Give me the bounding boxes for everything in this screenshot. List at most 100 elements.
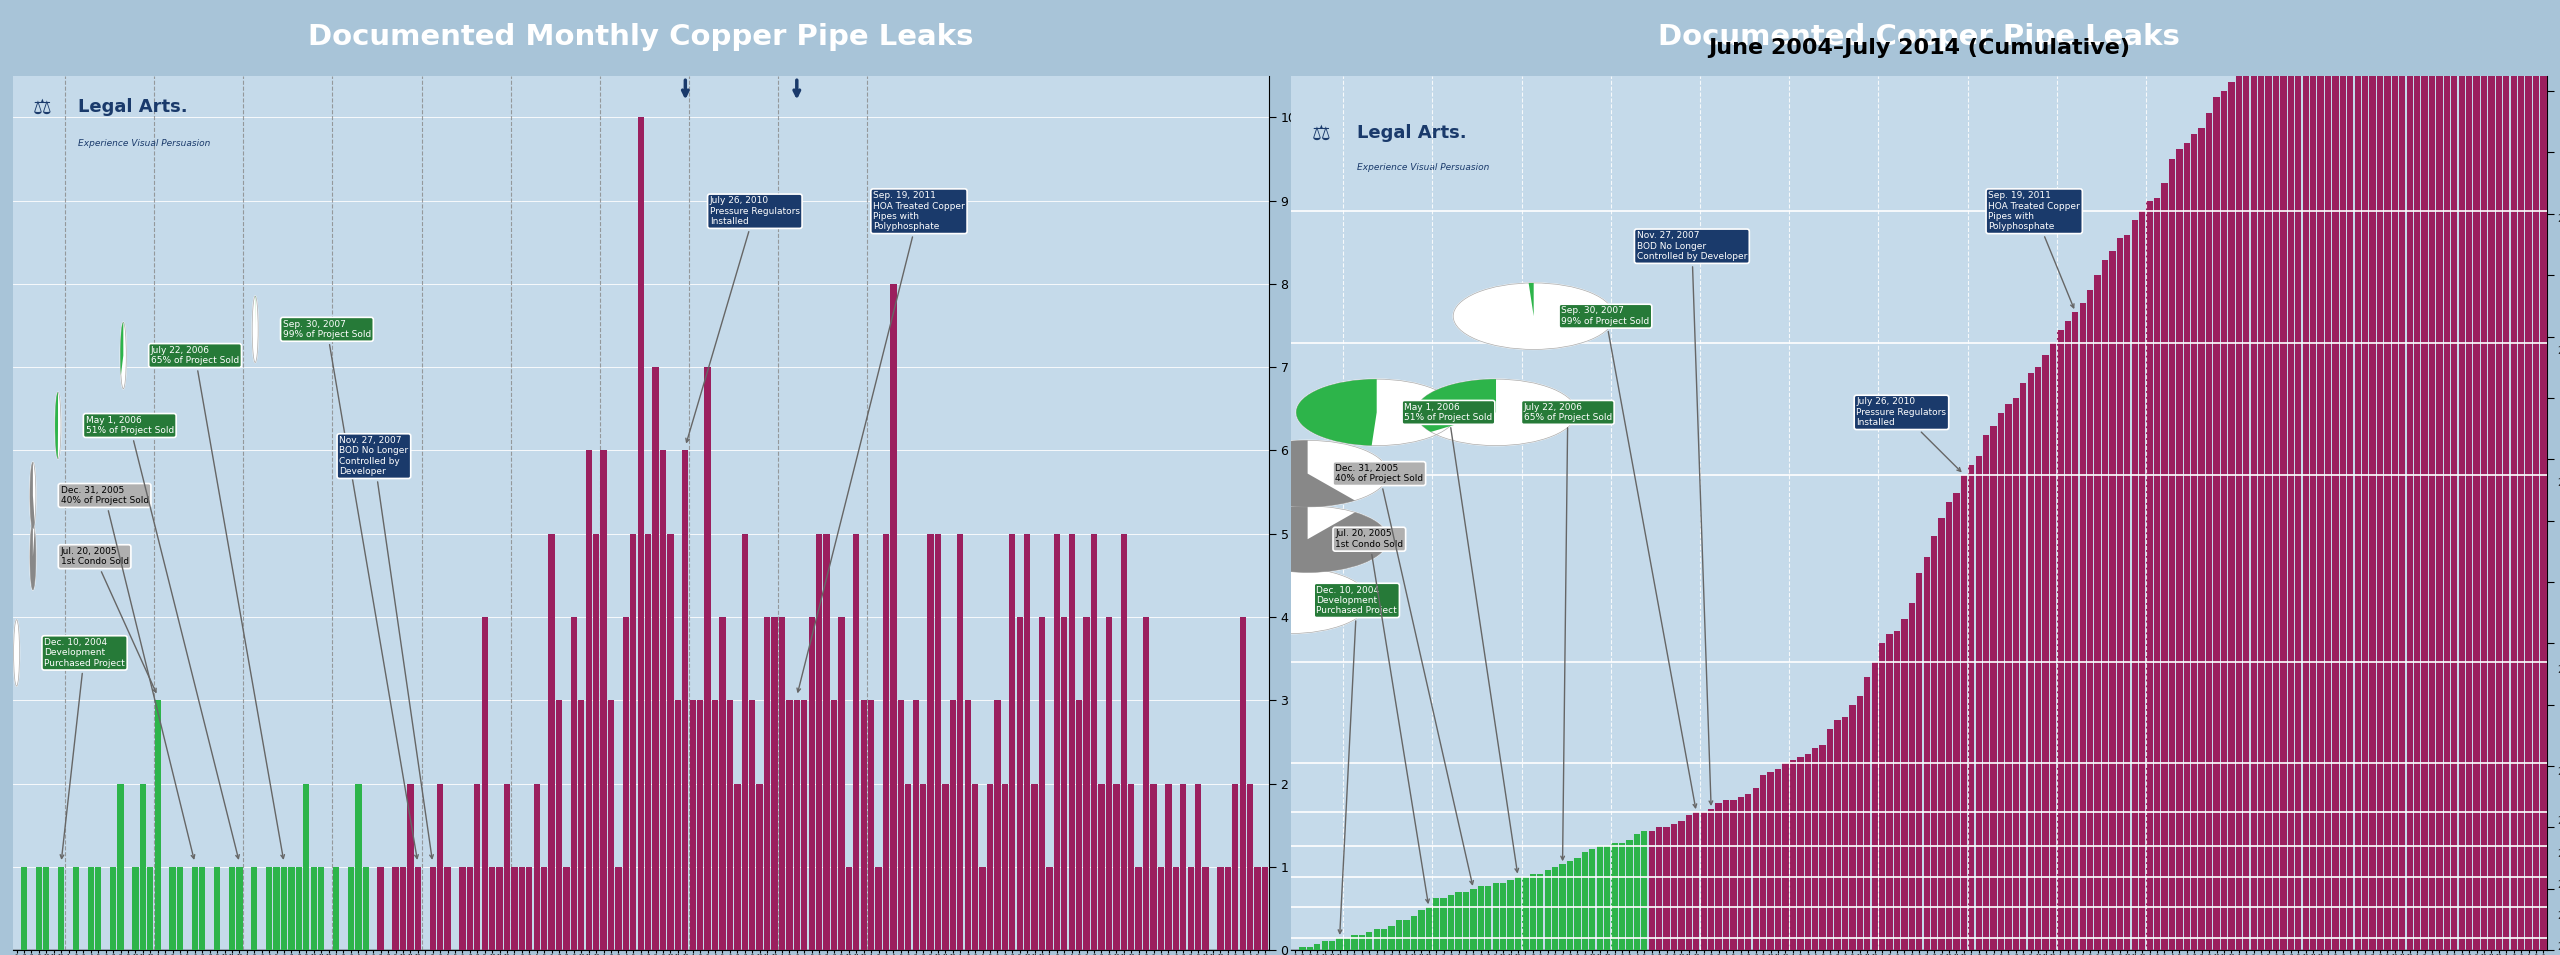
Bar <box>1359 935 1364 950</box>
Bar <box>1083 617 1091 950</box>
Bar <box>1700 812 1708 950</box>
Bar <box>1047 867 1052 950</box>
Bar <box>1508 880 1513 950</box>
Text: May 1, 2006
51% of Project Sold: May 1, 2006 51% of Project Sold <box>84 415 238 859</box>
Text: Nov. 27, 2007
BOD No Longer
Controlled by
Developer: Nov. 27, 2007 BOD No Longer Controlled b… <box>340 436 433 859</box>
Bar <box>965 700 970 950</box>
Bar <box>1180 784 1185 950</box>
Bar <box>2199 128 2204 950</box>
Bar <box>2066 321 2071 950</box>
Bar <box>87 867 95 950</box>
Bar <box>899 700 904 950</box>
Wedge shape <box>31 462 36 529</box>
Bar <box>1254 867 1260 950</box>
Bar <box>110 867 115 950</box>
Bar <box>1149 784 1157 950</box>
Bar <box>771 617 778 950</box>
Bar <box>832 700 837 950</box>
Bar <box>1559 864 1567 950</box>
Bar <box>458 867 466 950</box>
Bar <box>333 867 340 950</box>
Bar <box>356 784 361 950</box>
Text: Legal Arts.: Legal Arts. <box>79 97 187 116</box>
Wedge shape <box>1226 440 1354 507</box>
Bar <box>1001 784 1009 950</box>
Bar <box>993 700 1001 950</box>
Bar <box>266 867 271 950</box>
Bar <box>681 451 689 950</box>
Bar <box>1910 604 1915 950</box>
Text: Documented Copper Pipe Leaks: Documented Copper Pipe Leaks <box>1659 23 2181 51</box>
Bar <box>2220 91 2227 950</box>
Bar <box>837 617 845 950</box>
Bar <box>786 700 794 950</box>
Bar <box>2012 398 2020 950</box>
Bar <box>1247 784 1254 950</box>
Bar <box>1306 947 1313 950</box>
Bar <box>2289 11 2294 950</box>
Bar <box>1500 882 1505 950</box>
Bar <box>1915 573 1923 950</box>
Circle shape <box>1226 440 1388 507</box>
Circle shape <box>13 620 20 686</box>
Bar <box>1068 534 1075 950</box>
Bar <box>1708 809 1715 950</box>
Bar <box>2504 0 2509 950</box>
Bar <box>2422 0 2427 950</box>
Text: Jul. 20, 2005
1st Condo Sold: Jul. 20, 2005 1st Condo Sold <box>1336 529 1428 902</box>
Bar <box>1887 634 1892 950</box>
Wedge shape <box>1226 506 1388 572</box>
Bar <box>474 784 481 950</box>
Bar <box>1203 867 1208 950</box>
Bar <box>2153 199 2161 950</box>
Text: May 1, 2006
51% of Project Sold: May 1, 2006 51% of Project Sold <box>1405 403 1518 872</box>
Bar <box>527 867 532 950</box>
Text: July 26, 2010
Pressure Regulators
Installed: July 26, 2010 Pressure Regulators Instal… <box>686 197 799 442</box>
Bar <box>2176 149 2184 950</box>
Bar <box>2125 235 2130 950</box>
Bar <box>2458 0 2465 950</box>
Bar <box>215 867 220 950</box>
Bar <box>1961 475 1966 950</box>
Bar <box>274 867 279 950</box>
Circle shape <box>120 322 125 389</box>
Bar <box>1930 536 1938 950</box>
Bar <box>1879 644 1884 950</box>
Bar <box>348 867 353 950</box>
Bar <box>1375 929 1380 950</box>
Wedge shape <box>1528 283 1533 316</box>
Bar <box>973 784 978 950</box>
Bar <box>154 700 161 950</box>
Bar <box>504 784 509 950</box>
Bar <box>1797 757 1802 950</box>
Bar <box>2309 0 2317 950</box>
Bar <box>1597 846 1603 950</box>
Bar <box>1692 812 1700 950</box>
Text: Sep. 30, 2007
99% of Project Sold: Sep. 30, 2007 99% of Project Sold <box>282 320 417 859</box>
Bar <box>1062 617 1068 950</box>
Bar <box>906 784 911 950</box>
Bar <box>2488 0 2493 950</box>
Bar <box>801 700 806 950</box>
Bar <box>653 368 658 950</box>
Bar <box>1121 534 1126 950</box>
Wedge shape <box>1295 379 1377 446</box>
Bar <box>2317 0 2324 950</box>
Bar <box>430 867 435 950</box>
Bar <box>177 867 184 950</box>
Bar <box>2496 0 2501 950</box>
Bar <box>1567 861 1574 950</box>
Text: Dec. 31, 2005
40% of Project Sold: Dec. 31, 2005 40% of Project Sold <box>61 486 195 859</box>
Bar <box>2519 0 2524 950</box>
Bar <box>1485 886 1492 950</box>
Bar <box>1098 784 1106 950</box>
Text: July 26, 2010
Pressure Regulators
Installed: July 26, 2010 Pressure Regulators Instal… <box>1856 397 1961 472</box>
Bar <box>1091 534 1098 950</box>
Bar <box>1321 941 1329 950</box>
Bar <box>727 700 732 950</box>
Bar <box>1774 769 1782 950</box>
Bar <box>1462 892 1469 950</box>
Bar <box>668 534 673 950</box>
Bar <box>481 617 489 950</box>
Bar <box>1976 456 1981 950</box>
